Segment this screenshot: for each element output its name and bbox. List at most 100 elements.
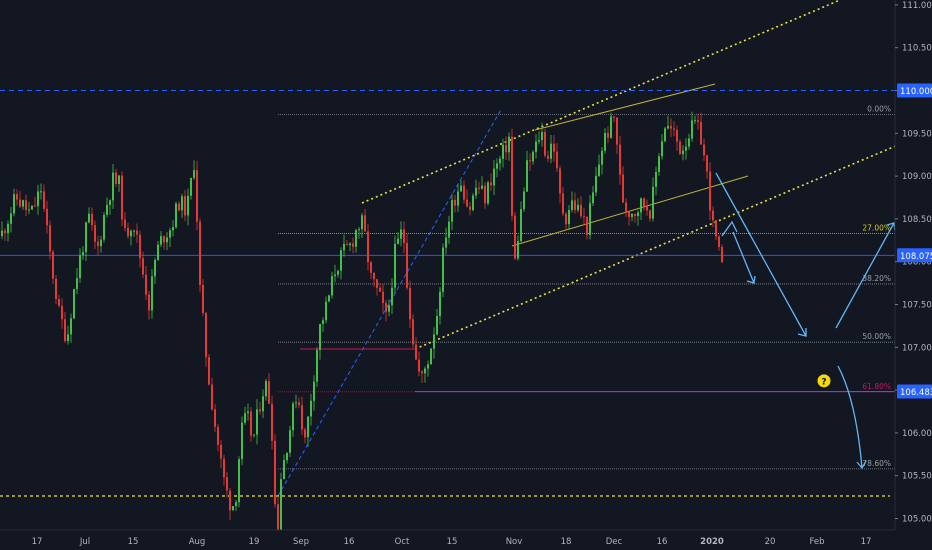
candle-body (721, 246, 723, 263)
candle-body (340, 250, 342, 271)
candle-body (181, 196, 183, 211)
candle-body (61, 305, 63, 320)
y-tick-label: 107.500 (902, 301, 932, 311)
candle-body (73, 289, 75, 319)
horizontal-price-lines[interactable] (0, 90, 895, 393)
arrow-drop-path-1[interactable] (732, 231, 755, 284)
y-axis[interactable]: 111.000 110.500 110.000 109.500 109.000 108.5… (894, 0, 932, 550)
candle-body (616, 117, 618, 145)
candlesticks (1, 111, 723, 550)
candle-body (184, 196, 186, 216)
candle-body (265, 380, 267, 397)
candle-body (499, 158, 501, 164)
candle-body (220, 444, 222, 459)
arrow-head-1[interactable] (746, 275, 756, 284)
candle-body (571, 200, 573, 211)
candle-body (547, 155, 549, 159)
x-tick-label: 17 (32, 537, 43, 547)
candle-body (97, 241, 99, 247)
candle-body (400, 229, 402, 239)
candle-body (250, 411, 252, 436)
question-marker[interactable]: ? (817, 374, 831, 388)
candle-body (538, 140, 540, 142)
candle-body (139, 234, 141, 259)
candle-body (112, 172, 114, 201)
candle-body (280, 479, 282, 541)
candle-body (208, 357, 210, 385)
candle-body (271, 403, 273, 441)
diagonal-support-line[interactable] (277, 107, 503, 497)
candle-body (283, 460, 285, 480)
inner-channel-lower[interactable] (511, 175, 749, 247)
x-tick-label: Sep (293, 537, 309, 547)
candle-body (55, 278, 57, 300)
candle-body (205, 312, 207, 358)
candle-body (169, 230, 171, 238)
candle-body (346, 243, 348, 245)
candle-body (214, 409, 216, 427)
x-tick-label: Oct (395, 537, 410, 547)
candle-body (706, 155, 708, 172)
candle-body (448, 221, 450, 238)
x-tick-label: 2020 (700, 537, 724, 547)
candle-body (661, 141, 663, 157)
inner-channel-upper[interactable] (534, 83, 716, 131)
candle-body (595, 175, 597, 193)
candle-body (664, 128, 666, 142)
candle-body (157, 244, 159, 260)
candle-body (394, 243, 396, 288)
candle-body (310, 400, 312, 417)
candle-body (613, 116, 615, 118)
candle-body (115, 172, 117, 185)
candle-body (535, 141, 537, 152)
drawings[interactable] (0, 0, 899, 497)
arrow-small-bounce[interactable] (721, 220, 738, 237)
candle-body (70, 318, 72, 335)
arrow-head-down[interactable] (856, 460, 867, 470)
candle-body (295, 402, 297, 404)
candle-body (232, 506, 234, 511)
arrow-up-path[interactable] (835, 222, 895, 329)
candle-body (682, 150, 684, 155)
question-circle[interactable] (817, 374, 831, 388)
candle-body (10, 213, 12, 224)
candle-body (493, 168, 495, 186)
candle-body (34, 205, 36, 207)
arrow-down-path[interactable] (837, 365, 863, 469)
candle-body (106, 204, 108, 215)
candle-body (241, 422, 243, 460)
arrow-head-2[interactable] (797, 328, 807, 337)
candle-body (286, 452, 288, 461)
arrow-drop-path-2[interactable] (715, 172, 807, 337)
candle-body (337, 270, 339, 275)
candle-body (133, 230, 135, 232)
y-tick-label: 106.000 (902, 429, 932, 439)
x-tick-label: Aug (189, 537, 206, 547)
candle-body (238, 459, 240, 503)
candle-body (484, 185, 486, 204)
candle-body (556, 151, 558, 169)
candle-body (406, 243, 408, 288)
candle-body (109, 200, 111, 205)
x-tick-label: Nov (506, 537, 523, 547)
x-tick-label: 15 (128, 537, 139, 547)
x-tick-label: 17 (861, 537, 872, 547)
channel-lower-line[interactable] (414, 144, 899, 350)
candle-body (316, 349, 318, 382)
candle-body (472, 195, 474, 210)
fib-level-label: 38.20% (862, 274, 891, 283)
candle-body (235, 502, 237, 507)
channel-upper-line[interactable] (361, 0, 841, 204)
candle-body (268, 380, 270, 404)
candle-body (388, 305, 390, 312)
candle-body (94, 225, 96, 242)
x-tick-label: 18 (561, 537, 572, 547)
candle-body (202, 284, 204, 313)
candle-body (100, 239, 102, 247)
candle-body (409, 287, 411, 320)
candle-body (40, 191, 42, 193)
x-axis[interactable]: 17 Jul 15 Aug 19 Sep 16 Oct 15 Nov 18 Dec 16 2020 20 Fe… (0, 529, 932, 550)
candle-body (469, 206, 471, 210)
candle-body (430, 348, 432, 365)
